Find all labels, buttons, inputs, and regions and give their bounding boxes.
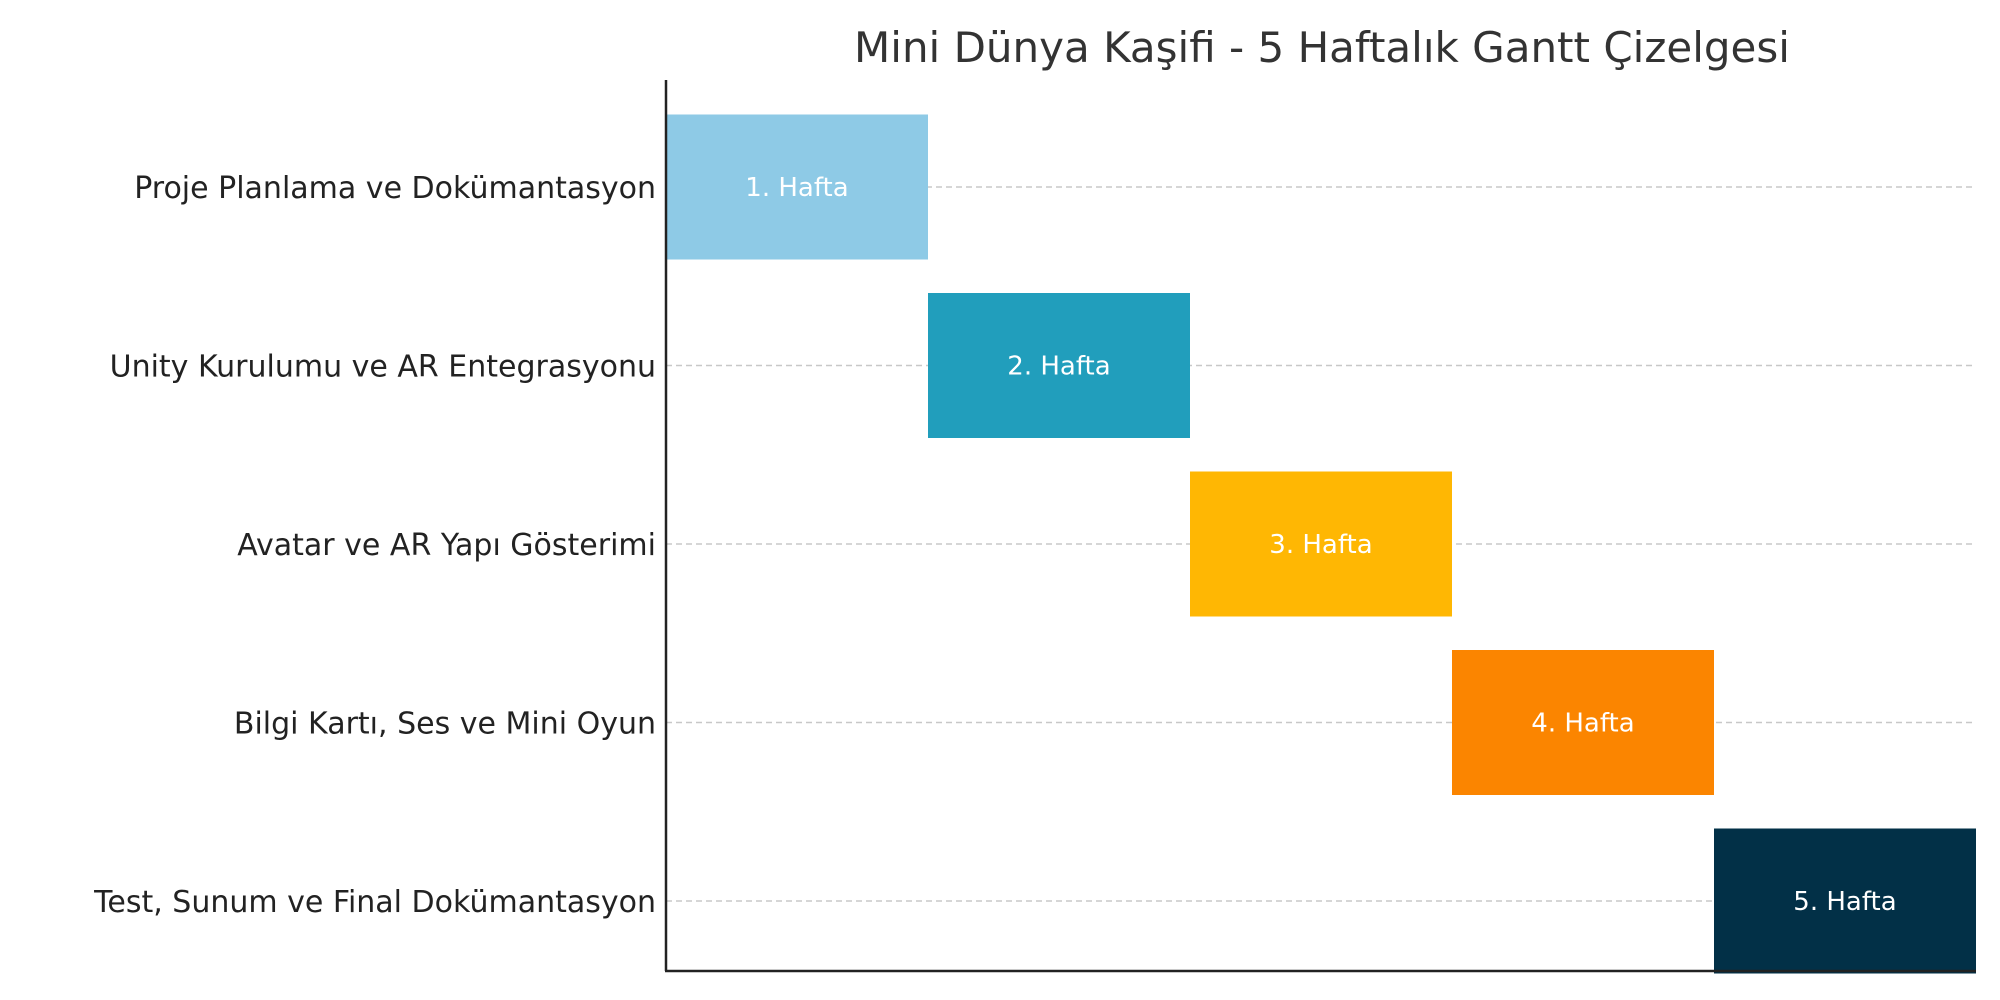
bar-label-1: 1. Hafta [745, 173, 848, 203]
task-label-4: Bilgi Kartı, Ses ve Mini Oyun [234, 707, 656, 742]
gantt-bar-1 [666, 114, 928, 260]
gantt-bar-3 [1190, 471, 1452, 617]
bar-label-2: 2. Hafta [1007, 352, 1110, 382]
task-label-5: Test, Sunum ve Final Dokümantasyon [93, 885, 656, 920]
bar-layer [666, 114, 1976, 974]
task-label-1: Proje Planlama ve Dokümantasyon [134, 171, 656, 206]
bar-label-4: 4. Hafta [1531, 709, 1634, 739]
chart-title: Mini Dünya Kaşifi - 5 Haftalık Gantt Çiz… [854, 23, 1790, 72]
gantt-bar-4 [1452, 650, 1714, 795]
bar-label-layer: 1. Hafta 2. Hafta 3. Hafta 4. Hafta 5. Hafta [745, 173, 1896, 917]
task-label-layer: Proje Planlama ve Dokümantasyon Unity Kur… [93, 171, 656, 920]
task-label-3: Avatar ve AR Yapı Gösterimi [237, 528, 656, 563]
gantt-bar-5 [1714, 828, 1976, 974]
task-label-2: Unity Kurulumu ve AR Entegrasyonu [110, 350, 656, 385]
bar-label-3: 3. Hafta [1269, 530, 1372, 560]
bar-label-5: 5. Hafta [1793, 887, 1896, 917]
gantt-bar-2 [928, 293, 1190, 438]
